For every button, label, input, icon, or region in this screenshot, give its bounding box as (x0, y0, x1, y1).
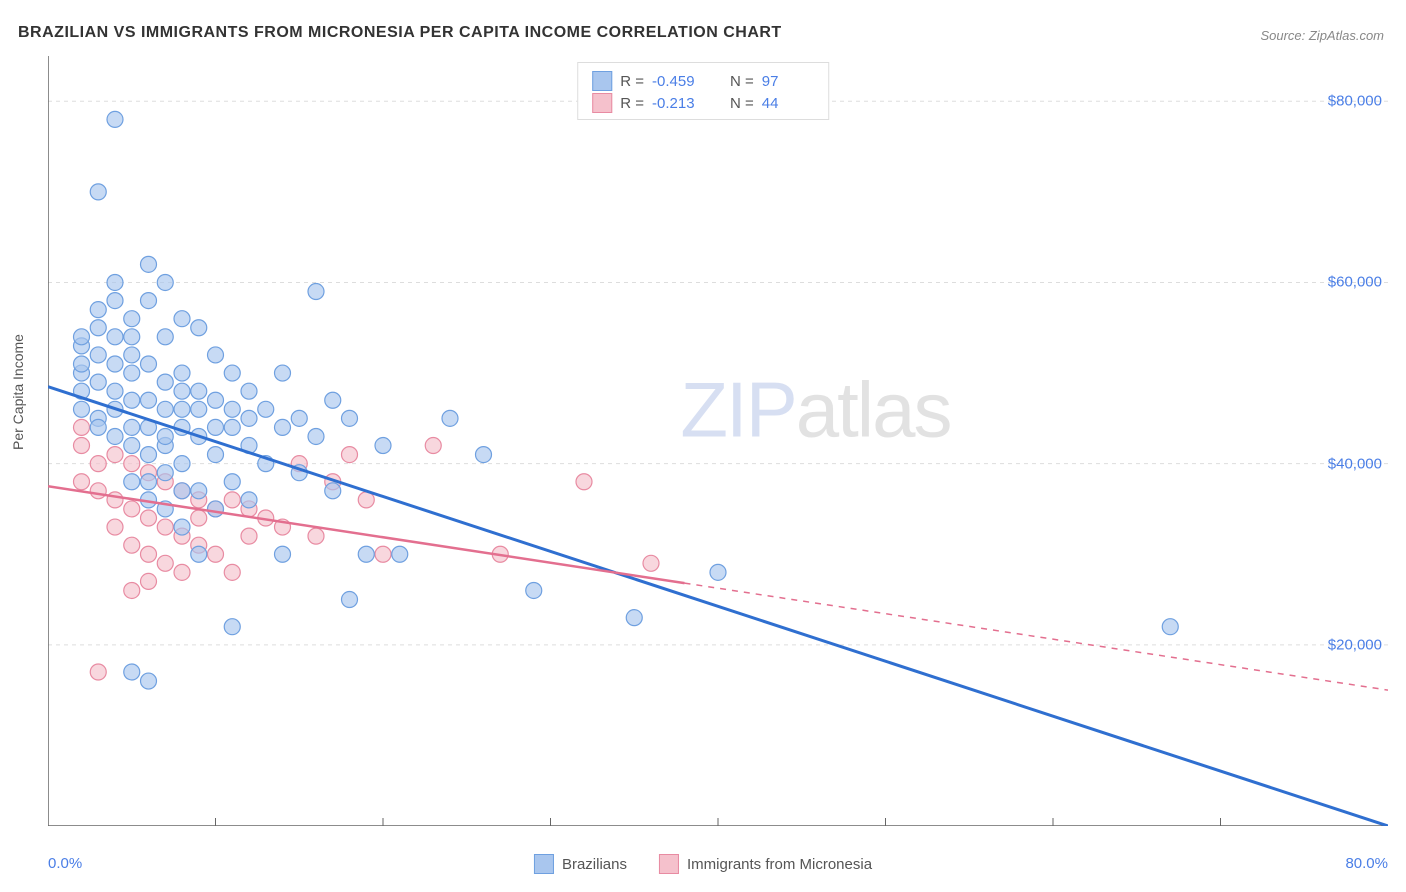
legend-label: Brazilians (562, 856, 627, 873)
swatch-icon (659, 854, 679, 874)
y-tick-label: $40,000 (1328, 455, 1382, 472)
stat-row-brazilians: R = -0.459 N = 97 (592, 71, 814, 91)
chart-title: BRAZILIAN VS IMMIGRANTS FROM MICRONESIA … (18, 24, 782, 42)
legend-item-micronesia: Immigrants from Micronesia (659, 854, 872, 874)
stat-n-value: 44 (762, 95, 814, 112)
stat-n-label: N = (730, 95, 754, 112)
swatch-icon (592, 71, 612, 91)
scatter-plot (48, 56, 1388, 826)
bottom-legend: Brazilians Immigrants from Micronesia (534, 854, 872, 874)
stat-n-value: 97 (762, 73, 814, 90)
swatch-icon (534, 854, 554, 874)
y-tick-label: $20,000 (1328, 636, 1382, 653)
x-axis-max-label: 80.0% (1345, 855, 1388, 872)
stat-r-value: -0.213 (652, 95, 704, 112)
stat-n-label: N = (730, 73, 754, 90)
legend-item-brazilians: Brazilians (534, 854, 627, 874)
y-axis-label: Per Capita Income (10, 334, 26, 450)
stat-legend: R = -0.459 N = 97 R = -0.213 N = 44 (577, 62, 829, 120)
swatch-icon (592, 93, 612, 113)
y-tick-label: $60,000 (1328, 274, 1382, 291)
stat-r-value: -0.459 (652, 73, 704, 90)
y-tick-label: $80,000 (1328, 93, 1382, 110)
stat-r-label: R = (620, 95, 644, 112)
stat-r-label: R = (620, 73, 644, 90)
legend-label: Immigrants from Micronesia (687, 856, 872, 873)
x-axis-min-label: 0.0% (48, 855, 82, 872)
stat-row-micronesia: R = -0.213 N = 44 (592, 93, 814, 113)
source-label: Source: ZipAtlas.com (1260, 28, 1384, 43)
